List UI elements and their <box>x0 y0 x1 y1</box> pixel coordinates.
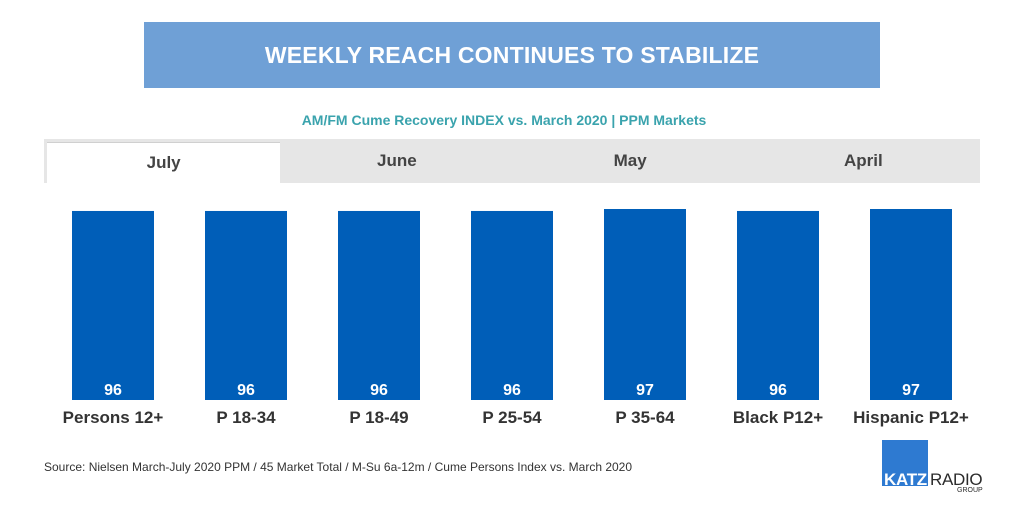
category-label: Persons 12+ <box>63 408 164 427</box>
logo-square <box>882 440 928 486</box>
bar-value-label: 96 <box>104 382 122 399</box>
title-banner: WEEKLY REACH CONTINUES TO STABILIZE <box>144 22 880 88</box>
tab-june[interactable]: June <box>377 151 417 170</box>
category-label: P 35-64 <box>615 408 675 427</box>
category-label: Hispanic P12+ <box>853 408 969 427</box>
bar-0 <box>72 210 154 400</box>
tab-july[interactable]: July <box>47 142 281 183</box>
logo-katz-text: KATZ <box>884 470 927 489</box>
chart-subtitle: AM/FM Cume Recovery INDEX vs. March 2020… <box>301 112 707 128</box>
category-label: P 18-34 <box>216 408 276 427</box>
bar-4 <box>604 209 686 400</box>
category-label: Black P12+ <box>733 408 823 427</box>
bar-1 <box>205 210 287 400</box>
bar-6 <box>870 209 952 400</box>
bar-value-label: 97 <box>636 382 654 399</box>
page-title: WEEKLY REACH CONTINUES TO STABILIZE <box>264 41 760 68</box>
month-tabs: July June May April <box>44 139 980 183</box>
logo-radio-text: RADIO <box>930 470 983 489</box>
bar-3 <box>471 210 553 400</box>
bar-value-label: 96 <box>503 382 521 399</box>
katz-radio-group-logo: KATZ RADIO GROUP <box>882 440 986 494</box>
bar-chart: 96 Persons 12+ 96 P 18-34 96 P 18-49 96 P 25-54… <box>63 209 969 427</box>
bar-value-label: 97 <box>902 382 920 399</box>
tab-april[interactable]: April <box>844 151 883 170</box>
tab-may[interactable]: May <box>613 151 647 170</box>
bar-value-label: 96 <box>237 382 255 399</box>
category-label: P 25-54 <box>482 408 542 427</box>
source-note: Source: Nielsen March-July 2020 PPM / 45… <box>44 460 633 474</box>
bar-2 <box>338 210 420 400</box>
logo-group-text: GROUP <box>957 487 983 494</box>
bar-5 <box>737 210 819 400</box>
bar-value-label: 96 <box>769 382 787 399</box>
bar-value-label: 96 <box>370 382 388 399</box>
category-label: P 18-49 <box>349 408 408 427</box>
